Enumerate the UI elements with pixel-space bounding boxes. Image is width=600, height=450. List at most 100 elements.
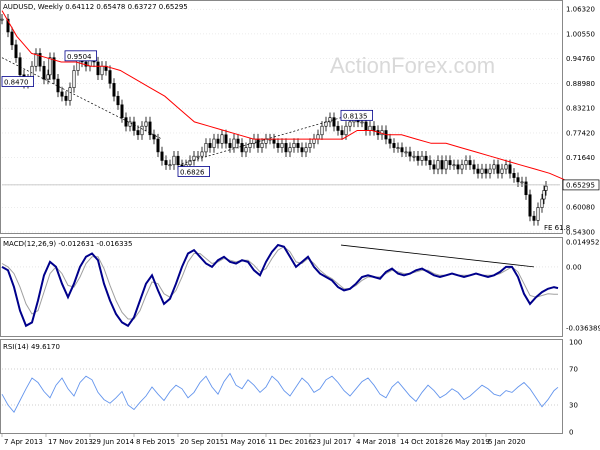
candle-body (168, 164, 172, 167)
candle-body (176, 155, 180, 166)
candle-body (460, 164, 464, 170)
price-title: AUDUSD, Weekly 0.64112 0.65478 0.63727 0… (3, 3, 188, 11)
annotation-box (1, 76, 35, 87)
candle-body (276, 143, 280, 148)
annotation-box (340, 109, 374, 121)
candle-body (392, 143, 396, 148)
candle-body (408, 151, 412, 157)
annotation-box (64, 50, 98, 62)
candle-body (452, 164, 456, 167)
candle-body (0, 18, 4, 21)
candle-body (68, 87, 72, 101)
candle-body (316, 134, 320, 140)
candle-body (280, 143, 284, 148)
candle-body (296, 143, 300, 148)
candle-body (536, 207, 540, 221)
candle-body (272, 138, 276, 144)
candle-body (208, 143, 212, 148)
candle-body (516, 177, 520, 183)
candle-body (34, 53, 38, 67)
macd-tick-label: -0.036389 (566, 325, 600, 333)
price-tick-label: 0.54300 (566, 229, 595, 237)
price-tick-label: 0.77420 (566, 129, 595, 137)
candle-body (156, 138, 160, 153)
candle-body (312, 138, 316, 144)
y-axis-labels: 1.06320 1.00550 0.94760 0.88980 0.83210 0.774… (562, 6, 600, 437)
candle-body (232, 138, 236, 148)
trend-line-lower (177, 117, 342, 166)
price-layer: 0.8470 0.9504 0.6826 0.8135 FE 61.8 (0, 8, 570, 233)
price-tick-label: 0.83210 (566, 105, 595, 113)
candle-body (236, 138, 240, 144)
candle-body (484, 168, 488, 174)
price-annotation: 0.6826 (177, 166, 211, 177)
candle-body (144, 121, 148, 127)
candle-body (412, 155, 416, 158)
candle-body (456, 164, 460, 170)
annotation-label: 0.8470 (4, 79, 29, 87)
macd-line (1, 243, 559, 328)
candle-body (136, 130, 140, 136)
candle-body (304, 147, 308, 153)
candle-body (164, 160, 168, 166)
candle-body (432, 164, 436, 170)
candle-body (284, 143, 288, 153)
candle-body (344, 125, 348, 136)
candle-body (480, 168, 484, 174)
candle-body (200, 151, 204, 157)
candle-body (404, 151, 408, 154)
candle-body (256, 138, 260, 148)
x-tick-label: 7 Apr 2013 (4, 438, 43, 446)
x-tick-label: 29 Jun 2014 (92, 438, 135, 446)
candle-body (60, 91, 64, 97)
candle-body (240, 143, 244, 153)
price-panel-frame (0, 0, 563, 234)
price-tick-label: 1.06320 (566, 6, 595, 14)
rsi-tick-label: 30 (569, 402, 578, 410)
last-price-box (562, 179, 600, 191)
macd-trend-line (340, 244, 535, 268)
x-tick-label: 17 Nov 2013 (48, 438, 93, 446)
x-tick-label: 1 May 2016 (224, 438, 266, 446)
candle-body (512, 173, 516, 178)
sma-line (1, 10, 565, 181)
candle-body (204, 143, 208, 153)
price-annotation: 0.8470 (1, 76, 35, 87)
macd-layer (1, 243, 560, 328)
candle-body (216, 138, 220, 144)
macd-tick-label: 0.014952 (566, 238, 599, 246)
candle-body (428, 160, 432, 166)
candle-body (328, 117, 332, 123)
trend-line-upper (1, 57, 163, 140)
candle-body (112, 83, 116, 97)
candle-body (508, 164, 512, 174)
candle-body (10, 31, 14, 46)
candle-body (542, 190, 546, 200)
candle-body (264, 138, 268, 144)
candle-body (46, 74, 50, 80)
candle-body (116, 95, 120, 106)
price-tick-label: 0.71640 (566, 154, 595, 162)
rsi-layer (1, 368, 560, 414)
candle-body (244, 147, 248, 153)
candle-body (368, 125, 372, 131)
price-annotation: 0.9504 (64, 50, 98, 62)
candle-body (188, 160, 192, 166)
x-tick-label: 8 Feb 2015 (136, 438, 175, 446)
macd-tick-label: 0.00 (566, 263, 582, 271)
annotation-label: 0.6826 (180, 168, 205, 176)
candle-body (348, 121, 352, 127)
candle-body (148, 121, 152, 136)
candle-body (540, 198, 544, 208)
price-annotation: FE 61.8 (544, 224, 570, 232)
candle-body (38, 53, 42, 67)
x-tick-label: 26 May 2019 (444, 438, 490, 446)
candle-body (416, 155, 420, 161)
x-tick-label: 14 Oct 2018 (400, 438, 443, 446)
candle-body (504, 164, 508, 170)
x-tick-label: 4 Mar 2018 (356, 438, 396, 446)
candle-body (160, 151, 164, 161)
x-tick-label: 11 Dec 2016 (268, 438, 313, 446)
candle-body (300, 147, 304, 153)
candle-body (524, 181, 528, 196)
